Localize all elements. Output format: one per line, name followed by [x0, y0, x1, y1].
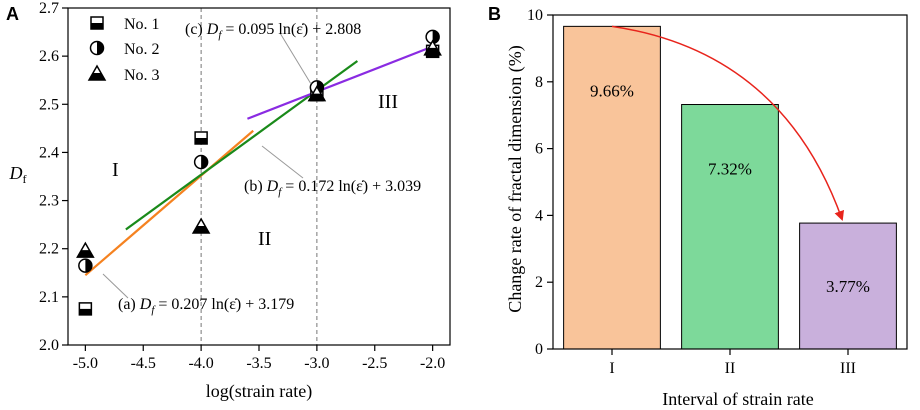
data-point-no2-1	[193, 154, 209, 170]
bar-value-labels: 9.66% 7.32% 3.77%	[590, 81, 870, 296]
y-tick-label-a: 2.3	[39, 193, 59, 210]
y-axis-title-a: Df	[9, 163, 27, 186]
x-ticks-b: I II III	[609, 349, 856, 377]
x-tick-label-b: III	[840, 360, 856, 377]
eq-b-body: 0.172 ln(ε̇) + 3.039	[298, 178, 421, 195]
data-point-no3-3	[423, 39, 442, 56]
eq-c-body: 0.095 ln(ε̇) + 2.808	[238, 21, 361, 38]
y-tick-label-b: 0	[535, 341, 543, 358]
data-point-no3-0	[76, 241, 95, 258]
data-point-no3-1	[191, 217, 211, 234]
x-tick-label-b: II	[725, 360, 736, 377]
legend-label-no2: No. 2	[124, 41, 160, 58]
legend-marker-no2	[89, 40, 105, 56]
eq-b-prefix: (b)	[244, 178, 263, 195]
leader-line-a	[102, 273, 129, 299]
y-tick-label-a: 2.4	[39, 144, 59, 161]
plot-frame-a	[67, 7, 451, 346]
x-tick-label-a: -4.0	[188, 355, 213, 372]
bar-ii	[681, 104, 779, 350]
x-tick-label-a: -3.5	[246, 355, 271, 372]
data-point-no3-2	[307, 85, 327, 102]
panel-a-letter: A	[6, 4, 19, 24]
y-tick-label-b: 8	[535, 74, 543, 91]
bar-value-label: 9.66%	[590, 81, 634, 100]
region-label-iii: III	[378, 91, 398, 113]
y-tick-label-a: 2.2	[39, 241, 59, 258]
equation-c: (c) Df = 0.095 ln(ε̇) + 2.808	[185, 21, 361, 41]
fit-line-a	[84, 129, 254, 277]
legend-marker-no1	[90, 16, 104, 30]
bar-i	[563, 25, 661, 350]
eq-c-prefix: (c)	[185, 21, 203, 38]
legend-marker-no3	[87, 64, 107, 81]
leader-line-c	[279, 32, 312, 85]
x-tick-label-a: -5.0	[73, 355, 98, 372]
x-axis-title-a: log(strain rate)	[206, 381, 312, 402]
y-ticks-b: 0 2 4 6 8 10	[527, 7, 553, 358]
legend-label-no1: No. 1	[124, 16, 160, 33]
trend-arrow	[611, 25, 845, 221]
y-tick-label-a: 2.7	[39, 0, 59, 17]
eq-a-body: 0.207 ln(ε̇) + 3.179	[171, 296, 294, 313]
data-point-no2-0	[78, 258, 93, 273]
y-tick-label-b: 10	[527, 7, 543, 24]
y-axis-title-main: D	[9, 163, 23, 183]
y-tick-label-b: 4	[535, 207, 543, 224]
legend: No. 1 No. 2 No. 3	[87, 16, 160, 84]
x-tick-label-a: -2.5	[362, 355, 387, 372]
y-tick-label-a: 2.5	[39, 96, 59, 113]
y-axis-title-sub: f	[23, 172, 27, 186]
bar-value-label: 7.32%	[708, 160, 752, 179]
x-tick-label-a: -4.5	[131, 355, 156, 372]
y-tick-label-b: 6	[535, 141, 543, 158]
y-tick-label-b: 2	[535, 274, 543, 291]
data-point-no2-3	[425, 29, 440, 45]
x-tick-label-a: -3.0	[304, 355, 329, 372]
data-point-no1-0	[78, 302, 93, 316]
data-point-no1-1	[194, 131, 208, 145]
leader-line-b	[261, 145, 304, 179]
x-tick-label-b: I	[609, 360, 614, 377]
equation-a: (a) Df = 0.207 ln(ε̇) + 3.179	[118, 296, 294, 316]
data-markers	[76, 29, 442, 316]
dashed-guides	[200, 8, 318, 345]
panel-b-letter: B	[488, 4, 501, 24]
bars	[563, 25, 897, 350]
region-label-i: I	[112, 159, 119, 181]
y-axis-title-b: Change rate of fractal dimension (%)	[505, 45, 526, 312]
y-tick-label-a: 2.6	[39, 48, 59, 65]
region-label-ii: II	[258, 228, 271, 250]
y-tick-label-a: 2.0	[39, 337, 59, 354]
x-ticks-a: -5.0 -4.5 -4.0 -3.5 -3.0 -2.5 -2.0	[73, 345, 445, 372]
equation-b: (b) Df = 0.172 ln(ε̇) + 3.039	[244, 178, 421, 198]
x-axis-title-b: Interval of strain rate	[662, 389, 813, 409]
y-ticks-a: 2.0 2.1 2.2 2.3 2.4 2.5 2.6 2.7	[39, 0, 68, 354]
eq-a-prefix: (a)	[118, 296, 136, 313]
y-tick-label-a: 2.1	[39, 289, 59, 306]
x-tick-label-a: -2.0	[420, 355, 445, 372]
bar-value-label: 3.77%	[826, 277, 870, 296]
panel-a: A -5.0 -4.5 -4.0 -3.5 -3.0 -2.5 -2.0 2.0 2.1 2.2…	[6, 0, 451, 402]
fit-line-c	[247, 45, 434, 120]
legend-label-no3: No. 3	[124, 67, 160, 84]
